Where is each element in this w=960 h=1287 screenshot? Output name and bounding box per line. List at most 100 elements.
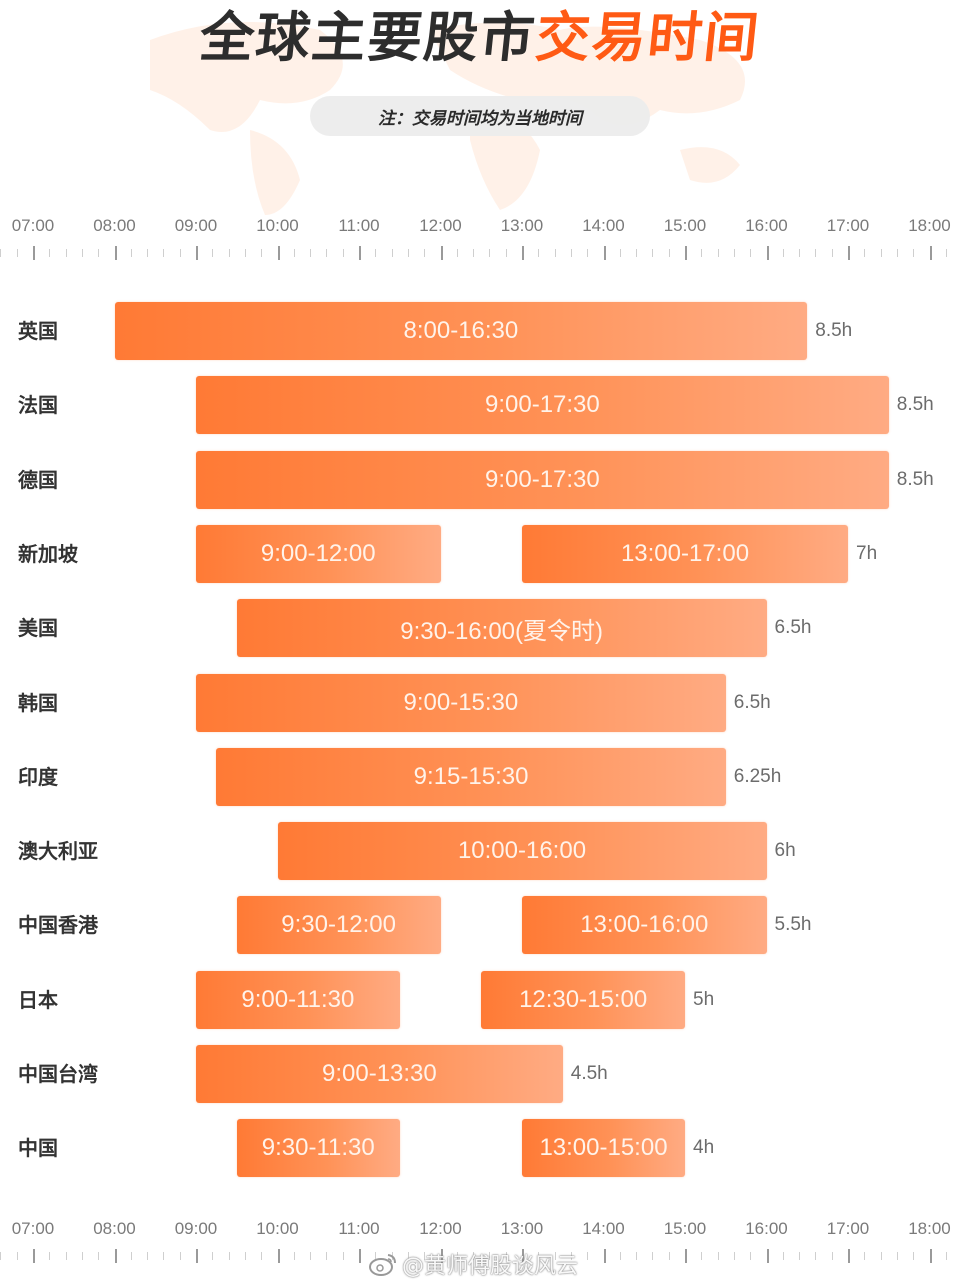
axis-tick-label: 14:00 <box>582 1219 625 1238</box>
major-tick <box>766 246 769 260</box>
weibo-icon <box>369 1254 396 1276</box>
axis-tick-label: 17:00 <box>826 1219 870 1238</box>
minor-tick <box>799 249 801 257</box>
market-name: 德国 <box>18 467 58 492</box>
major-tick <box>196 1249 198 1263</box>
market-row: 英国 8:00-16:30 8.5h <box>0 302 960 360</box>
minor-tick <box>424 1252 426 1260</box>
minor-tick <box>81 249 83 257</box>
major-tick <box>440 1249 443 1263</box>
trading-session-bar: 9:30-11:30 <box>236 1119 400 1178</box>
minor-tick <box>130 1252 132 1260</box>
minor-tick <box>538 249 540 257</box>
minor-tick <box>733 249 735 257</box>
axis-tick-label: 16:00 <box>745 1219 788 1238</box>
minor-tick <box>0 249 2 257</box>
major-tick <box>33 246 35 260</box>
minor-tick <box>147 249 149 257</box>
market-row: 印度 9:15-15:30 6.25h <box>0 747 960 806</box>
minor-tick <box>815 249 817 257</box>
trading-session-bar: 13:00-16:00 <box>522 896 767 955</box>
trading-session-bar: 8:00-16:30 <box>114 302 808 360</box>
minor-tick <box>750 249 752 257</box>
market-name: 韩国 <box>18 690 58 715</box>
watermark-text: @黄师傅股谈风云 <box>402 1254 579 1279</box>
major-tick <box>196 246 198 260</box>
minor-tick <box>163 1252 165 1260</box>
minor-tick <box>913 1252 915 1260</box>
watermark: @黄师傅股谈风云 <box>368 1249 578 1279</box>
minor-tick <box>310 1252 312 1260</box>
minor-tick <box>799 1252 801 1260</box>
minor-tick <box>587 249 589 257</box>
minor-tick <box>896 249 898 257</box>
major-tick <box>277 1249 280 1263</box>
minor-tick <box>831 1252 833 1260</box>
market-name: 日本 <box>18 987 58 1012</box>
market-name: 中国香港 <box>18 913 98 938</box>
minor-tick <box>212 249 214 257</box>
minor-tick <box>668 249 670 257</box>
duration-label: 5.5h <box>774 914 812 936</box>
axis-tick-label: 12:00 <box>419 216 462 235</box>
major-tick <box>766 1249 769 1263</box>
minor-tick <box>864 1252 866 1260</box>
major-tick <box>359 246 361 260</box>
trading-session-bar: 9:30-16:00(夏令时) <box>236 599 767 658</box>
minor-tick <box>130 249 132 257</box>
duration-label: 5h <box>693 988 715 1010</box>
axis-tick-label: 09:00 <box>174 1219 218 1238</box>
market-row: 中国 9:30-11:30 13:00-15:00 4h <box>0 1119 960 1178</box>
minor-tick <box>407 1252 409 1260</box>
minor-tick <box>0 1252 2 1260</box>
time-axis-top: 07:00 08:00 09:00 10:00 11:00 12:00 13:00 14:00… <box>0 216 960 266</box>
minor-tick <box>310 249 312 257</box>
minor-tick <box>880 249 882 257</box>
minor-tick <box>570 1252 572 1260</box>
minor-tick <box>456 1252 458 1260</box>
axis-tick-label: 18:00 <box>908 216 951 235</box>
market-name: 美国 <box>18 616 58 641</box>
duration-label: 7h <box>856 542 878 564</box>
minor-tick <box>326 249 328 257</box>
minor-tick <box>163 249 165 257</box>
axis-tick-label: 11:00 <box>338 1219 380 1238</box>
market-name: 澳大利亚 <box>18 839 98 864</box>
major-tick <box>33 1249 35 1263</box>
minor-tick <box>456 249 458 257</box>
minor-tick <box>49 1252 51 1260</box>
market-name: 中国 <box>18 1136 58 1161</box>
axis-tick-label: 16:00 <box>745 216 788 235</box>
page-title: 全球主要股市交易时间 <box>0 2 960 74</box>
minor-tick <box>342 1252 344 1260</box>
market-name: 中国台湾 <box>18 1062 98 1086</box>
minor-tick <box>505 249 507 257</box>
minor-tick <box>261 249 263 257</box>
minor-tick <box>554 249 556 257</box>
major-tick <box>685 246 687 260</box>
major-tick <box>848 246 850 260</box>
axis-tick-label: 08:00 <box>93 216 136 235</box>
trading-session-bar: 9:15-15:30 <box>216 747 726 806</box>
minor-tick <box>619 249 621 257</box>
minor-tick <box>505 1252 507 1260</box>
minor-tick <box>228 249 230 257</box>
major-tick <box>440 246 443 260</box>
title-main: 全球主要股市 <box>196 6 540 69</box>
duration-label: 6.25h <box>733 765 782 787</box>
axis-tick-label: 10:00 <box>256 1219 299 1238</box>
minor-tick <box>293 249 295 257</box>
minor-tick <box>212 1252 214 1260</box>
minor-tick <box>831 249 833 257</box>
minor-tick <box>880 1252 882 1260</box>
major-tick <box>848 1249 850 1263</box>
duration-label: 8.5h <box>896 468 934 490</box>
market-row: 韩国 9:00-15:30 6.5h <box>0 673 960 732</box>
duration-label: 4h <box>693 1137 715 1159</box>
local-time-note: 注：交易时间均为当地时间 <box>310 96 650 136</box>
major-tick <box>114 1249 117 1263</box>
trading-session-bar: 9:00-15:30 <box>196 673 726 732</box>
axis-tick-label: 13:00 <box>500 216 544 235</box>
minor-tick <box>717 249 719 257</box>
minor-tick <box>293 1252 295 1260</box>
